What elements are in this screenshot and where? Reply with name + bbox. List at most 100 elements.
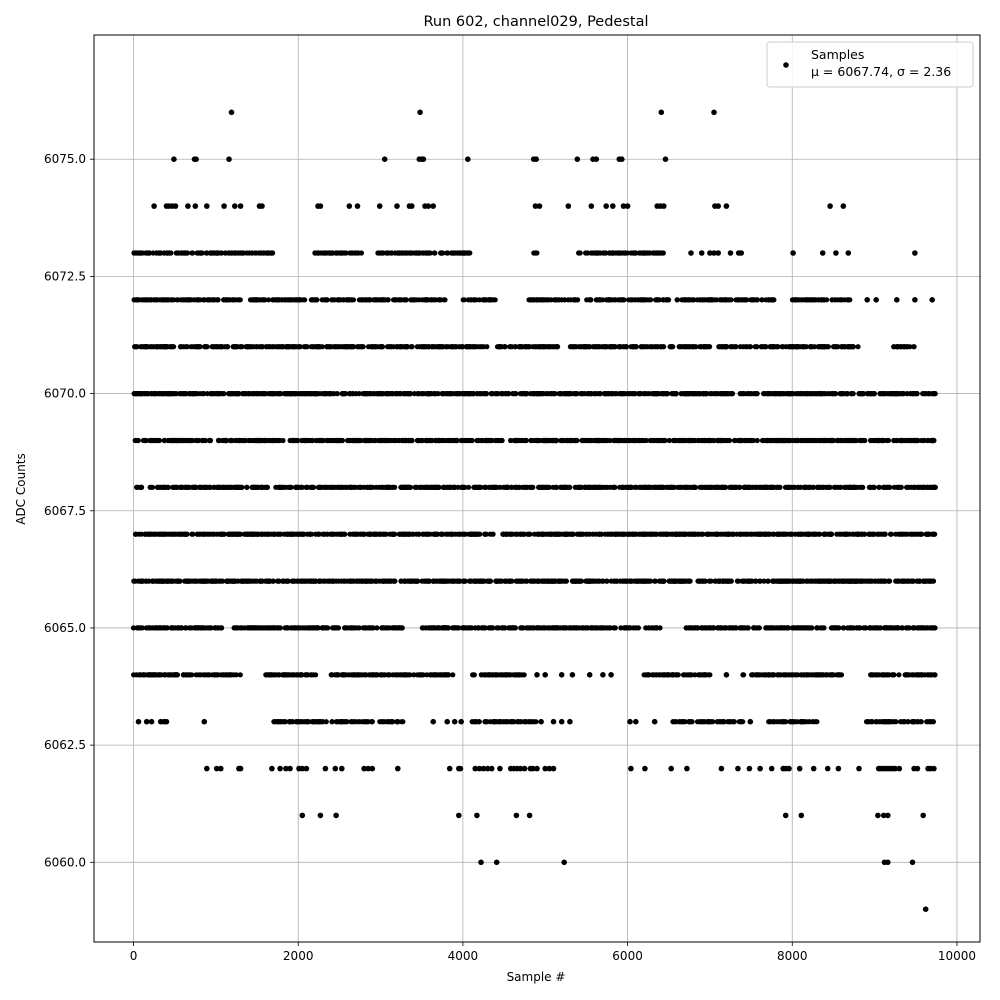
data-point bbox=[502, 672, 508, 678]
data-point bbox=[731, 719, 737, 725]
data-point bbox=[510, 625, 517, 631]
data-point bbox=[297, 625, 303, 631]
data-point bbox=[227, 672, 233, 678]
data-point bbox=[682, 484, 688, 490]
data-point bbox=[622, 531, 628, 537]
data-point bbox=[675, 672, 681, 678]
data-point bbox=[415, 578, 421, 584]
data-point bbox=[890, 719, 897, 725]
data-point bbox=[374, 578, 380, 584]
data-point bbox=[665, 391, 671, 397]
data-point bbox=[440, 437, 446, 444]
data-point bbox=[550, 578, 556, 584]
data-point bbox=[807, 719, 813, 725]
data-point bbox=[686, 719, 693, 725]
data-point bbox=[389, 719, 395, 725]
data-point bbox=[408, 578, 414, 584]
data-point bbox=[574, 625, 580, 631]
data-point bbox=[519, 391, 525, 397]
data-point bbox=[647, 484, 653, 490]
data-point bbox=[431, 391, 437, 397]
data-point bbox=[580, 437, 587, 444]
data-point bbox=[200, 531, 206, 537]
data-point bbox=[774, 484, 780, 490]
data-point bbox=[917, 625, 923, 631]
data-point bbox=[405, 531, 411, 537]
data-points bbox=[130, 109, 938, 912]
data-point bbox=[896, 672, 902, 678]
data-point bbox=[639, 437, 645, 444]
data-point bbox=[362, 625, 368, 631]
data-point bbox=[931, 531, 938, 537]
data-point bbox=[357, 672, 363, 678]
data-point bbox=[476, 719, 482, 725]
data-point bbox=[326, 391, 332, 397]
data-point bbox=[271, 437, 277, 444]
data-point bbox=[398, 391, 404, 397]
data-point bbox=[346, 437, 353, 444]
data-point bbox=[719, 391, 726, 397]
data-point bbox=[521, 719, 528, 725]
data-point bbox=[242, 437, 248, 444]
data-point bbox=[420, 625, 426, 631]
data-point bbox=[168, 625, 174, 631]
data-point bbox=[675, 484, 681, 490]
data-point bbox=[704, 437, 710, 444]
data-point bbox=[135, 437, 141, 444]
data-point bbox=[865, 719, 871, 725]
data-point bbox=[156, 672, 162, 678]
data-point bbox=[711, 484, 717, 490]
data-point bbox=[814, 719, 820, 725]
data-point bbox=[764, 484, 771, 490]
data-point bbox=[329, 719, 335, 725]
data-point bbox=[699, 484, 705, 490]
data-point bbox=[154, 484, 160, 490]
data-point bbox=[887, 531, 894, 537]
data-point bbox=[841, 391, 847, 397]
data-point bbox=[392, 625, 398, 631]
data-point bbox=[266, 625, 272, 631]
data-point bbox=[352, 437, 358, 444]
data-point bbox=[884, 625, 890, 631]
data-point bbox=[241, 625, 248, 631]
data-point bbox=[678, 719, 685, 725]
data-point bbox=[250, 531, 256, 537]
data-point bbox=[915, 578, 921, 584]
data-point bbox=[201, 672, 207, 678]
data-point bbox=[722, 484, 729, 490]
data-point bbox=[905, 719, 911, 725]
data-point bbox=[364, 391, 370, 397]
data-point bbox=[688, 484, 694, 490]
data-point bbox=[662, 437, 668, 444]
data-point bbox=[396, 625, 402, 631]
data-point bbox=[519, 578, 526, 584]
data-point bbox=[357, 484, 363, 490]
data-point bbox=[371, 437, 377, 444]
data-point bbox=[215, 484, 221, 490]
data-point bbox=[183, 391, 189, 397]
data-point bbox=[374, 391, 380, 397]
data-point bbox=[381, 719, 387, 725]
data-point bbox=[861, 391, 867, 397]
data-point bbox=[751, 391, 757, 397]
data-point bbox=[853, 437, 859, 444]
data-point bbox=[871, 531, 877, 537]
data-point bbox=[449, 391, 455, 397]
data-point bbox=[772, 391, 778, 397]
data-point bbox=[530, 484, 536, 490]
data-point bbox=[771, 719, 777, 725]
data-point bbox=[216, 391, 222, 397]
data-point bbox=[483, 391, 489, 397]
data-point bbox=[236, 484, 242, 490]
data-point bbox=[793, 578, 799, 584]
data-point bbox=[817, 484, 823, 490]
data-point bbox=[899, 531, 905, 537]
data-point bbox=[502, 484, 509, 490]
data-point bbox=[277, 531, 283, 537]
data-point bbox=[500, 531, 506, 537]
data-point bbox=[327, 484, 333, 490]
data-point bbox=[909, 578, 915, 584]
data-point bbox=[199, 578, 205, 584]
data-point bbox=[392, 578, 398, 584]
data-point bbox=[834, 531, 840, 537]
